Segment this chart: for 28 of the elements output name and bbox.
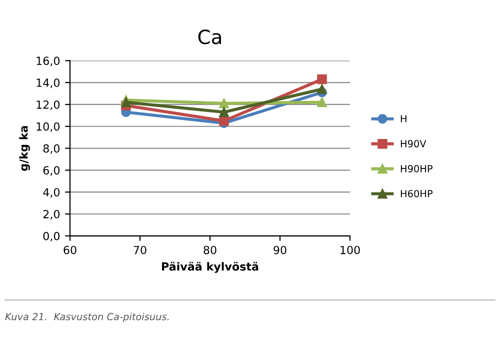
y-tick-label: 2,0 <box>43 210 60 220</box>
y-tick-label: 14,0 <box>36 78 60 88</box>
point <box>317 97 327 108</box>
point <box>121 97 131 108</box>
text: Kuva 21. Kasvuston Ca-pitoisuus. <box>5 312 169 322</box>
x-tick-label: 80 <box>204 246 216 254</box>
legend-label: H90HP <box>400 164 432 172</box>
y-tick-label: 0,0 <box>43 232 60 242</box>
legend-label: H <box>400 115 406 122</box>
y-tick-label: 12,0 <box>36 100 60 110</box>
y-tick-label: 10,0 <box>36 122 60 132</box>
x-tick-label: 60 <box>64 246 76 254</box>
point <box>317 74 327 84</box>
point <box>219 98 229 108</box>
legend-label: H60HP <box>400 190 432 198</box>
y-axis-title: g/kg ka <box>19 126 30 171</box>
x-tick-label: 90 <box>274 246 286 254</box>
y-tick-label: 6,0 <box>43 166 60 176</box>
point <box>317 84 327 94</box>
y-tick-label: 8,0 <box>43 144 60 154</box>
chart-title: Ca <box>198 30 221 44</box>
y-tick-label: 16,0 <box>36 56 60 66</box>
point <box>219 107 229 117</box>
x-tick-label: 100 <box>340 246 360 254</box>
x-axis-title: Päivää kylvöstä <box>162 262 258 273</box>
legend-label: H90V <box>400 140 426 148</box>
y-tick-label: 4,0 <box>43 188 60 198</box>
x-tick-label: 70 <box>134 246 146 254</box>
